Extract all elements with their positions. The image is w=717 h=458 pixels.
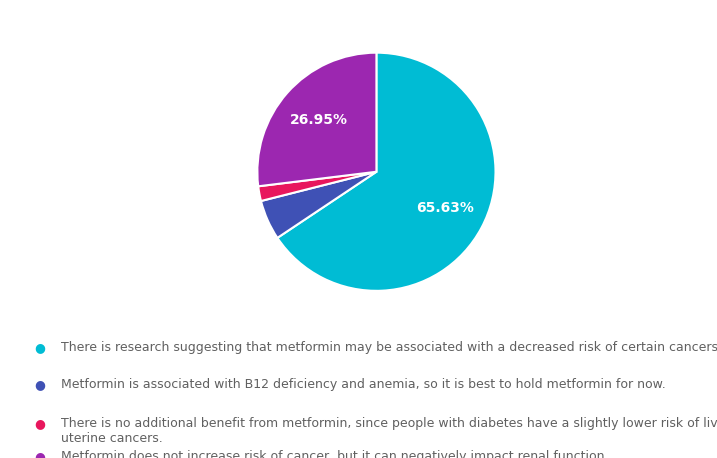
Text: ●: ● bbox=[34, 378, 45, 391]
Wedge shape bbox=[257, 53, 376, 186]
Wedge shape bbox=[261, 172, 376, 238]
Text: ●: ● bbox=[34, 417, 45, 430]
Text: Metformin is associated with B12 deficiency and anemia, so it is best to hold me: Metformin is associated with B12 deficie… bbox=[61, 378, 665, 391]
Text: Metformin does not increase risk of cancer, but it can negatively impact renal f: Metformin does not increase risk of canc… bbox=[61, 450, 609, 458]
Text: 65.63%: 65.63% bbox=[416, 201, 474, 215]
Text: ●: ● bbox=[34, 450, 45, 458]
Wedge shape bbox=[258, 172, 376, 201]
Text: There is research suggesting that metformin may be associated with a decreased r: There is research suggesting that metfor… bbox=[61, 341, 717, 354]
Wedge shape bbox=[277, 53, 495, 291]
Text: There is no additional benefit from metformin, since people with diabetes have a: There is no additional benefit from metf… bbox=[61, 417, 717, 445]
Text: 26.95%: 26.95% bbox=[290, 114, 348, 127]
Text: ●: ● bbox=[34, 341, 45, 354]
